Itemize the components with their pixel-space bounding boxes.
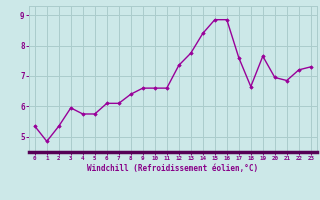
- X-axis label: Windchill (Refroidissement éolien,°C): Windchill (Refroidissement éolien,°C): [87, 164, 258, 173]
